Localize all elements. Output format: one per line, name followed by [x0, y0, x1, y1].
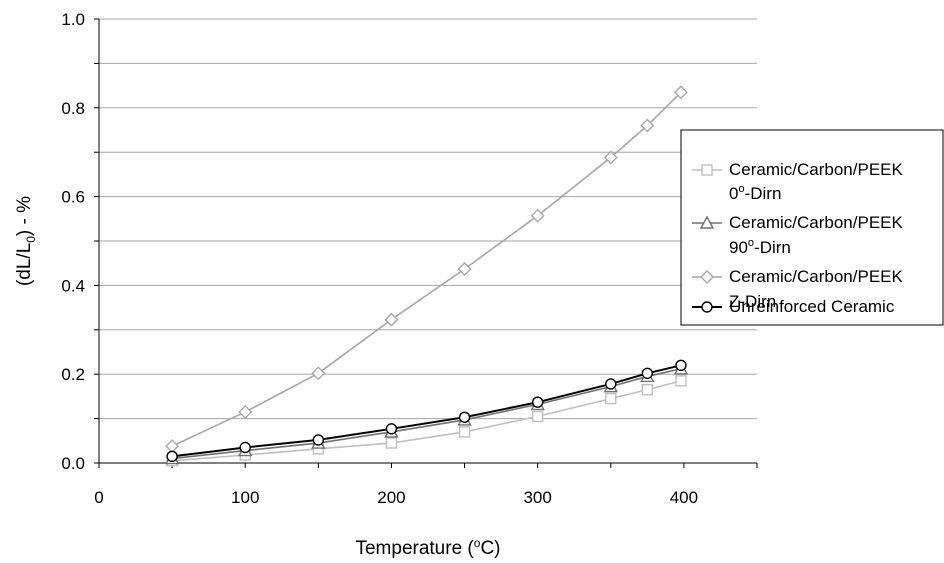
y-tick-label: 0.6 [61, 188, 85, 207]
data-point [458, 426, 471, 438]
legend-label-line2: 90o-Dirn [729, 237, 791, 257]
data-point [384, 312, 399, 327]
legend: Ceramic/Carbon/PEEK0o-DirnCeramic/Carbon… [680, 129, 944, 326]
legend-label: Ceramic/Carbon/PEEK [729, 213, 904, 232]
series-circle [166, 359, 687, 463]
data-point [641, 367, 654, 380]
data-point [239, 441, 251, 454]
data-point [458, 411, 471, 423]
legend-marker [700, 270, 714, 284]
y-tick-label: 0.4 [61, 276, 85, 295]
data-point [640, 118, 655, 133]
legend-label: Ceramic/Carbon/PEEK [729, 160, 904, 179]
legend-item: Ceramic/Carbon/PEEK 90o-Dirn [692, 213, 904, 257]
series-square [166, 375, 687, 467]
data-point [605, 392, 617, 405]
x-tick-label: 300 [523, 488, 551, 507]
data-point [312, 434, 325, 446]
data-point [531, 396, 544, 408]
legend-item: Ceramic/Carbon/PEEK Z-Dirn [692, 267, 904, 311]
grid [99, 18, 757, 420]
axes [94, 18, 758, 468]
x-tick-label: 200 [377, 488, 405, 507]
legend-box [680, 129, 944, 326]
data-point [457, 261, 472, 276]
legend-marker [701, 164, 713, 176]
series-line [171, 91, 682, 447]
y-tick-label: 0.0 [61, 454, 85, 473]
data-point [165, 439, 180, 454]
data-point [531, 410, 544, 423]
y-tick-label: 1.0 [61, 10, 85, 29]
data-point [385, 423, 398, 435]
series-diamond [165, 85, 688, 454]
x-tick-label: 100 [231, 488, 259, 507]
data-point [605, 378, 617, 390]
tick-labels: 0.0 0.2 0.4 0.6 0.8 1.0 0 100 200 300 400 [61, 10, 698, 507]
data-point [238, 404, 253, 419]
legend-label-line2: Z-Dirn [729, 292, 776, 311]
data-point [641, 384, 654, 396]
data-point [603, 150, 618, 165]
series [164, 85, 689, 467]
y-tick-label: 0.2 [61, 365, 85, 384]
data-point [675, 375, 687, 387]
y-axis-title: (dL/L0) - % [14, 196, 38, 286]
x-tick-label: 0 [94, 488, 103, 507]
legend-item: Ceramic/Carbon/PEEK 0o-Dirn [692, 160, 904, 203]
legend-label-line2: 0o-Dirn [729, 183, 781, 203]
data-point [673, 85, 688, 100]
legend-marker [701, 301, 713, 313]
x-axis-title: Temperature (oC) [355, 536, 500, 558]
x-tick-label: 400 [670, 488, 698, 507]
data-point [675, 359, 687, 372]
data-point [166, 450, 178, 463]
legend-item: Unreinforced Ceramic [692, 297, 895, 316]
y-tick-label: 0.8 [61, 99, 85, 118]
legend-label: Ceramic/Carbon/PEEK [729, 267, 904, 286]
data-point [530, 208, 545, 223]
legend-label: Unreinforced Ceramic [729, 297, 895, 316]
data-point [385, 437, 398, 449]
legend-marker [699, 215, 715, 229]
data-point [311, 366, 326, 381]
